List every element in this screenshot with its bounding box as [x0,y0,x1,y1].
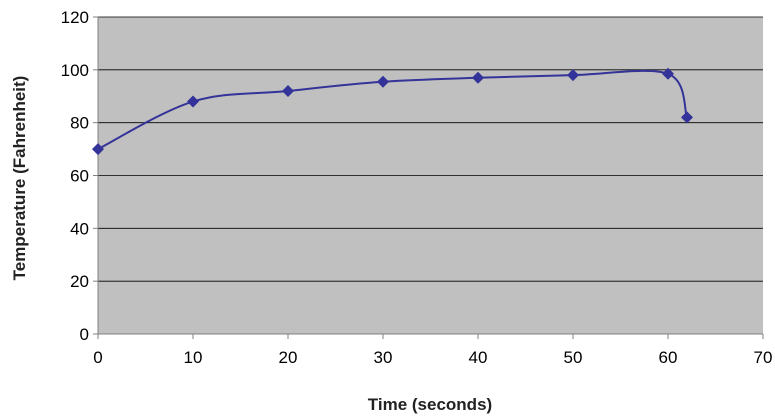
data-point-5 [567,69,579,82]
data-point-1 [187,95,199,108]
y-tick-label-5: 100 [61,61,89,80]
y-axis-title: Temperature (Fahrenheit) [10,76,29,281]
y-tick-label-6: 120 [61,8,89,27]
y-tick-label-4: 80 [70,114,89,133]
x-tick-label-1: 10 [184,348,203,367]
x-tick-label-3: 30 [374,348,393,367]
x-tick-label-2: 20 [279,348,298,367]
data-point-0 [92,143,104,156]
x-tick-label-0: 0 [93,348,102,367]
data-point-6 [662,67,674,80]
x-tick-label-6: 60 [659,348,678,367]
x-tick-label-5: 50 [564,348,583,367]
y-tick-label-1: 20 [70,272,89,291]
x-tick-label-4: 40 [469,348,488,367]
y-tick-label-0: 0 [80,325,89,344]
x-tick-labels: 0 10 20 30 40 50 60 70 [93,334,772,367]
x-tick-label-7: 70 [754,348,773,367]
x-axis-title: Time (seconds) [368,395,492,414]
data-point-7 [681,111,693,124]
y-tick-label-3: 60 [70,167,89,186]
y-tick-labels: 0 20 40 60 80 100 120 [61,8,98,344]
gridlines [98,16,763,282]
data-point-4 [472,71,484,84]
data-point-2 [282,84,294,97]
y-tick-label-2: 40 [70,219,89,238]
series-temperature [92,67,693,156]
data-point-3 [377,75,389,88]
